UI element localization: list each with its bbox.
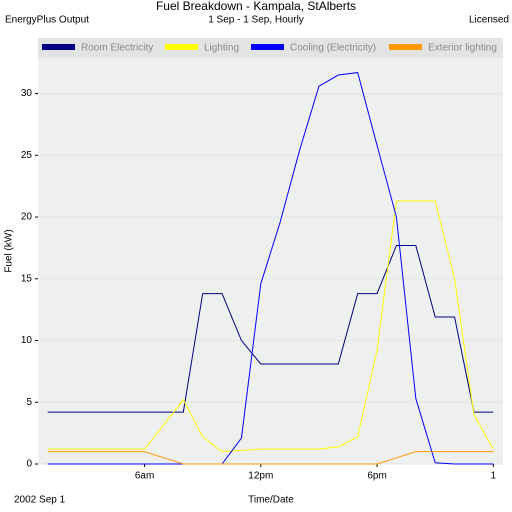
- x-tick-label: 1: [491, 471, 497, 482]
- legend-label: Lighting: [204, 43, 239, 54]
- legend-label: Cooling (Electricity): [290, 43, 376, 54]
- y-tick-label: 0: [26, 459, 32, 470]
- series-line: [47, 72, 494, 465]
- y-tick-label: 15: [21, 273, 33, 284]
- series-line: [47, 244, 494, 413]
- header-left: EnergyPlus Output: [5, 15, 89, 26]
- y-tick-label: 5: [26, 397, 32, 408]
- header-right: Licensed: [469, 15, 509, 26]
- y-axis-label: Fuel (kW): [4, 229, 15, 272]
- series-line: [47, 451, 494, 465]
- x-axis-label: Time/Date: [248, 495, 294, 506]
- y-tick-label: 30: [21, 88, 33, 99]
- legend-swatch: [389, 44, 422, 50]
- legend-label: Exterior lighting: [428, 43, 497, 54]
- x-tick-label: 12pm: [248, 471, 273, 482]
- chart-title: Fuel Breakdown - Kampala, StAlberts: [156, 0, 356, 13]
- plot-area: [38, 38, 503, 464]
- x-tick-label: 6pm: [367, 471, 386, 482]
- subtitle: 1 Sep - 1 Sep, Hourly: [208, 15, 304, 26]
- x-tick-label: 6am: [135, 471, 154, 482]
- y-tick-label: 25: [21, 150, 33, 161]
- y-tick-label: 20: [21, 212, 33, 223]
- y-tick-label: 10: [21, 335, 33, 346]
- legend-swatch: [42, 44, 75, 50]
- legend-label: Room Electricity: [81, 43, 153, 54]
- date-label: 2002 Sep 1: [14, 495, 66, 506]
- legend-swatch: [165, 44, 198, 50]
- series-line: [47, 200, 494, 453]
- legend-swatch: [251, 44, 284, 50]
